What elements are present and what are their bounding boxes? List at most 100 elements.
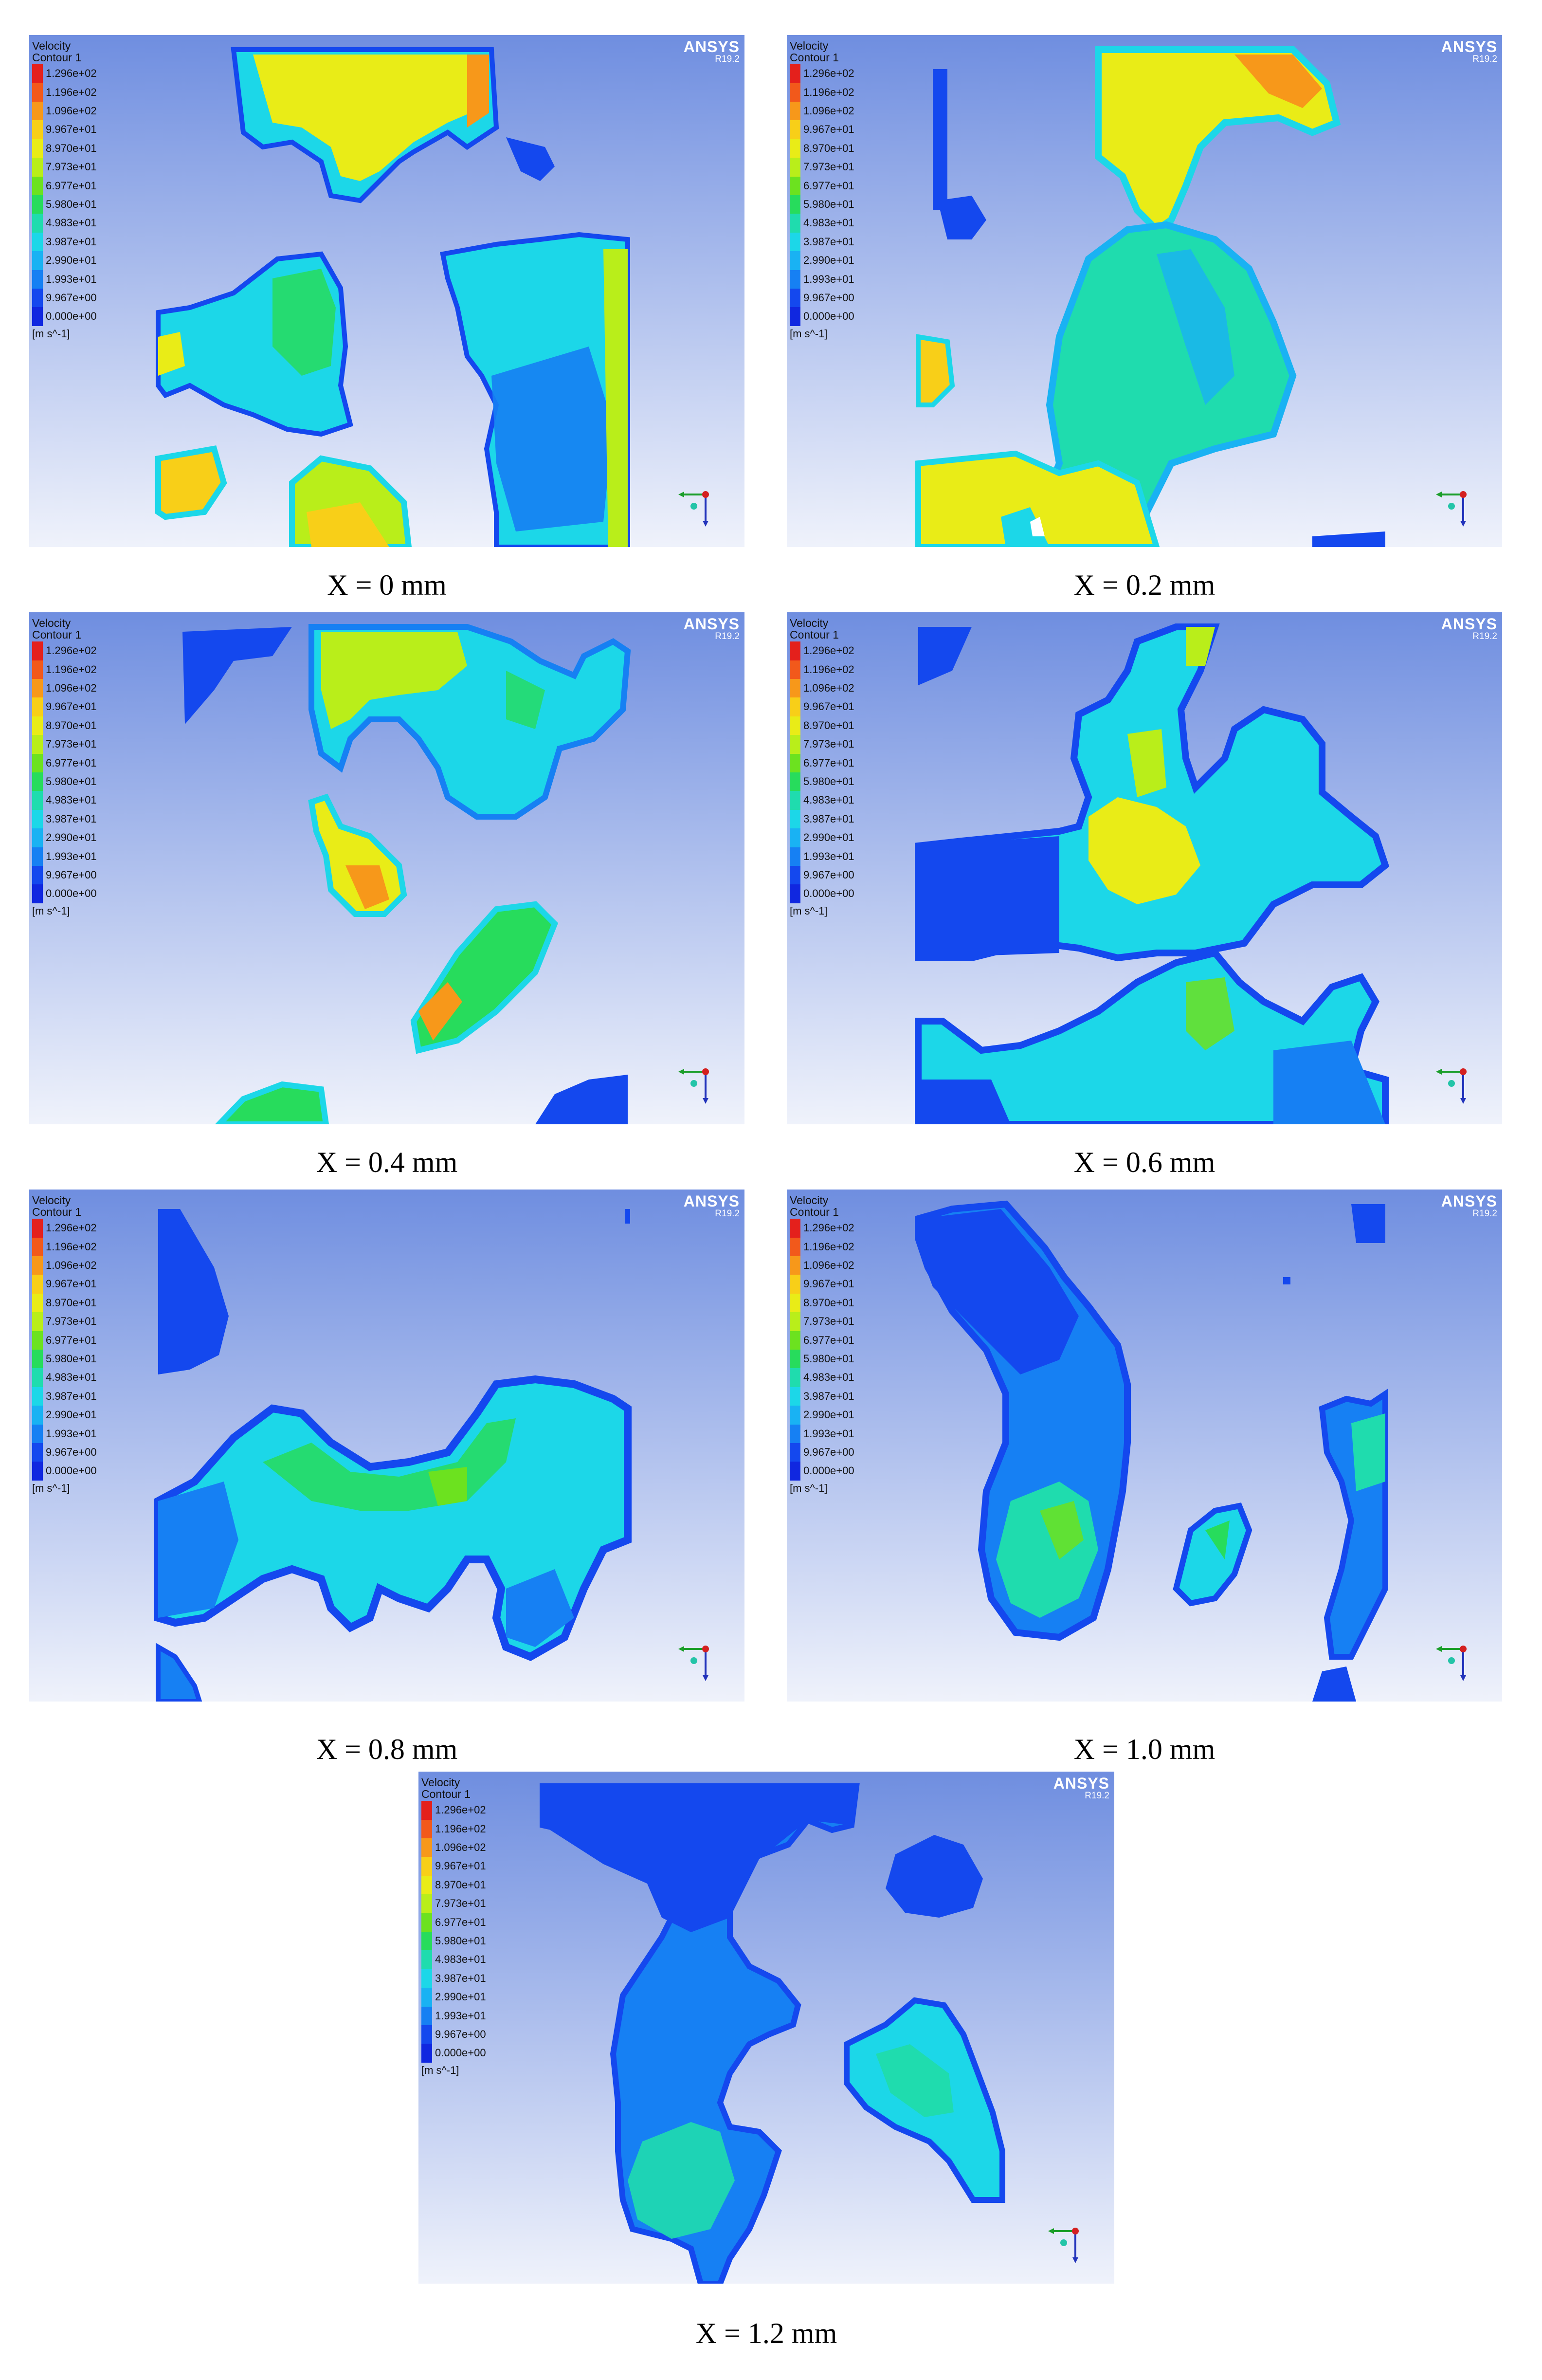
- legend-subtitle: Contour 1: [32, 1206, 82, 1219]
- legend-value: 0.000e+00: [46, 310, 97, 323]
- legend-swatch: [32, 884, 43, 903]
- flow-domain: [182, 624, 631, 1124]
- legend-swatch: [32, 1275, 43, 1294]
- legend-subtitle: Contour 1: [790, 1206, 839, 1219]
- legend-swatch: [790, 270, 800, 289]
- legend-swatch: [790, 809, 800, 829]
- legend-title: Velocity: [32, 1194, 71, 1207]
- legend-value: 9.967e+00: [803, 1446, 854, 1458]
- legend-unit: [m s^-1]: [32, 327, 70, 340]
- brand-version: R19.2: [1472, 1208, 1497, 1219]
- legend-swatch: [32, 158, 43, 177]
- legend-swatch: [421, 1857, 432, 1876]
- legend-value: 7.973e+01: [803, 738, 854, 751]
- velocity-legend: Velocity Contour 1 1.296e+02 1.196e+02 1.0…: [32, 40, 97, 339]
- legend-value: 1.196e+02: [803, 663, 854, 676]
- legend-swatch: [790, 660, 800, 679]
- caption-x04: X = 0.4 mm: [316, 1146, 458, 1178]
- legend-value: 8.970e+01: [46, 142, 97, 154]
- legend-color-bar: [32, 64, 43, 326]
- legend-swatch: [32, 195, 43, 214]
- legend-swatch: [32, 1293, 43, 1313]
- flow-domain: [155, 47, 630, 547]
- brand-name: ANSYS: [683, 38, 740, 55]
- legend-value: 3.987e+01: [46, 235, 97, 248]
- legend-subtitle: Contour 1: [790, 51, 839, 64]
- caption-x02: X = 0.2 mm: [1073, 569, 1215, 601]
- legend-value: 1.296e+02: [46, 644, 97, 657]
- legend-values: 1.296e+02 1.196e+02 1.096e+02 9.967e+01 8.97…: [435, 1801, 486, 2062]
- ansys-logo: ANSYS R19.2: [1441, 615, 1497, 642]
- brand-version: R19.2: [715, 631, 740, 641]
- legend-swatch: [32, 828, 43, 847]
- brand-version: R19.2: [1472, 54, 1497, 64]
- legend-value: 7.973e+01: [803, 1315, 854, 1328]
- legend-value: 0.000e+00: [46, 887, 97, 900]
- legend-value: 2.990e+01: [803, 831, 854, 844]
- legend-value: 7.973e+01: [46, 161, 97, 173]
- legend-value: 2.990e+01: [46, 831, 97, 844]
- contour-panel-x02: Velocity Contour 1 1.296e+02 1.196e+02 1.0…: [787, 35, 1502, 547]
- legend-value: 1.993e+01: [46, 850, 97, 862]
- legend-value: 9.967e+01: [803, 1278, 854, 1290]
- legend-swatch: [790, 865, 800, 885]
- legend-swatch: [790, 102, 800, 121]
- brand-version: R19.2: [715, 54, 740, 64]
- legend-value: 1.296e+02: [46, 67, 97, 80]
- legend-swatch: [32, 251, 43, 270]
- legend-swatch: [790, 1237, 800, 1257]
- legend-swatch: [32, 270, 43, 289]
- legend-color-bar: [790, 64, 800, 326]
- legend-swatch: [32, 83, 43, 102]
- legend-value: 1.296e+02: [46, 1222, 97, 1234]
- axis-triad-icon: [1048, 2228, 1079, 2263]
- legend-value: 0.000e+00: [803, 310, 854, 323]
- legend-value: 1.296e+02: [803, 644, 854, 657]
- legend-value: 1.993e+01: [803, 850, 854, 862]
- legend-value: 9.967e+00: [46, 1446, 97, 1458]
- legend-swatch: [32, 1350, 43, 1369]
- legend-swatch: [421, 1932, 432, 1951]
- axis-triad-icon: [1436, 1646, 1467, 1681]
- legend-value: 6.977e+01: [803, 756, 854, 769]
- legend-swatch: [790, 753, 800, 773]
- axis-triad-icon: [678, 491, 709, 527]
- legend-swatch: [790, 641, 800, 660]
- legend-value: 0.000e+00: [803, 1465, 854, 1477]
- legend-value: 9.967e+00: [803, 291, 854, 304]
- legend-value: 2.990e+01: [435, 1991, 486, 2003]
- legend-value: 4.983e+01: [803, 794, 854, 806]
- legend-value: 6.977e+01: [46, 756, 97, 769]
- brand-name: ANSYS: [683, 615, 740, 633]
- legend-value: 9.967e+00: [803, 868, 854, 881]
- contour-panel-x0: Velocity Contour 1 1.296e+02 1.196e+02 1.0…: [29, 35, 744, 547]
- legend-value: 6.977e+01: [46, 179, 97, 192]
- ansys-logo: ANSYS R19.2: [684, 38, 740, 65]
- legend-value: 2.990e+01: [803, 254, 854, 267]
- legend-swatch: [790, 307, 800, 326]
- legend-value: 3.987e+01: [803, 1390, 854, 1402]
- axis-triad-icon: [1436, 491, 1467, 527]
- legend-value: 2.990e+01: [46, 1409, 97, 1421]
- legend-swatch: [790, 158, 800, 177]
- axis-triad-icon: [678, 1646, 709, 1681]
- legend-value: 7.973e+01: [803, 161, 854, 173]
- flow-domain: [915, 1200, 1388, 1702]
- legend-swatch: [421, 2006, 432, 2025]
- legend-values: 1.296e+02 1.196e+02 1.096e+02 9.967e+01 8.97…: [46, 1219, 97, 1480]
- legend-swatch: [32, 64, 43, 83]
- legend-value: 1.196e+02: [46, 663, 97, 676]
- legend-title: Velocity: [790, 1194, 829, 1207]
- legend-subtitle: Contour 1: [32, 628, 82, 641]
- legend-value: 9.967e+00: [46, 868, 97, 881]
- legend-swatch: [32, 102, 43, 121]
- legend-swatch: [32, 1312, 43, 1331]
- legend-swatch: [790, 64, 800, 83]
- legend-swatch: [32, 288, 43, 308]
- flow-domain: [154, 1209, 632, 1702]
- legend-values: 1.296e+02 1.196e+02 1.096e+02 9.967e+01 8.97…: [46, 64, 97, 326]
- legend-swatch: [421, 1894, 432, 1913]
- legend-value: 1.096e+02: [803, 1259, 854, 1272]
- legend-value: 1.196e+02: [46, 86, 97, 98]
- legend-swatch: [32, 847, 43, 866]
